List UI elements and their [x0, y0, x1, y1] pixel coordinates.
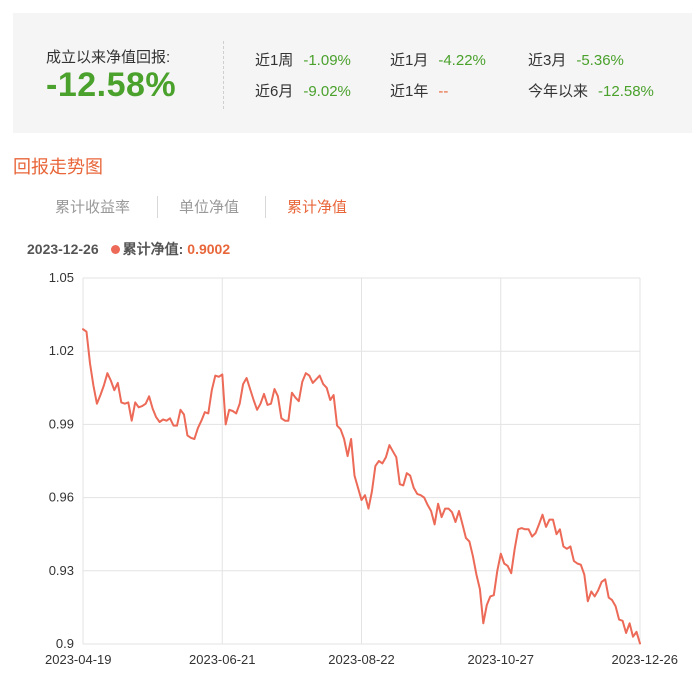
period-label: 近3月 [528, 52, 567, 69]
chart-readout: 2023-12-26 累计净值: 0.9002 [27, 239, 230, 259]
tab-unit-nav[interactable]: 单位净值 [179, 199, 240, 216]
period-label: 近1周 [255, 52, 294, 69]
period-value: -- [438, 83, 449, 100]
period-value: -4.22% [438, 52, 486, 69]
period-1m: 近1月 -4.22% [390, 49, 486, 70]
period-1y: 近1年 -- [390, 80, 448, 101]
y-tick-label: 1.05 [49, 270, 74, 285]
section-title: 回报走势图 [13, 157, 103, 177]
period-1w: 近1周 -1.09% [255, 49, 351, 70]
period-value: -12.58% [598, 83, 654, 100]
tab-separator [265, 196, 266, 218]
y-tick-label: 0.93 [49, 563, 74, 578]
readout-label: 累计净值: [122, 241, 184, 257]
y-tick-label: 0.99 [49, 416, 74, 431]
x-tick-label: 2023-04-19 [45, 652, 112, 667]
series-dot-icon [110, 245, 120, 255]
total-return-value: -12.58% [46, 66, 177, 104]
tab-cumulative-return[interactable]: 累计收益率 [55, 199, 131, 216]
return-summary-panel: 成立以来净值回报: -12.58% 近1周 -1.09% 近1月 -4.22% 近3… [13, 13, 692, 133]
x-tick-label: 2023-10-27 [468, 652, 535, 667]
period-label: 近1月 [390, 52, 429, 69]
nav-series-line [82, 328, 641, 645]
period-label: 近1年 [390, 83, 429, 100]
period-value: -9.02% [303, 83, 351, 100]
y-tick-label: 1.02 [49, 343, 74, 358]
x-tick-label: 2023-08-22 [328, 652, 395, 667]
x-tick-label: 2023-06-21 [189, 652, 256, 667]
period-value: -1.09% [303, 52, 351, 69]
readout-date: 2023-12-26 [27, 241, 99, 257]
readout-value: 0.9002 [187, 241, 231, 257]
y-tick-label: 0.9 [56, 636, 74, 651]
period-label: 近6月 [255, 83, 294, 100]
tab-separator [157, 196, 158, 218]
total-return-label: 成立以来净值回报: [46, 49, 171, 66]
period-ytd: 今年以来 -12.58% [528, 80, 654, 101]
x-tick-label: 2023-12-26 [612, 652, 679, 667]
tab-cumulative-nav[interactable]: 累计净值 [287, 199, 348, 216]
period-6m: 近6月 -9.02% [255, 80, 351, 101]
summary-divider [223, 41, 224, 109]
period-3m: 近3月 -5.36% [528, 49, 624, 70]
y-tick-label: 0.96 [49, 490, 74, 505]
period-value: -5.36% [576, 52, 624, 69]
period-label: 今年以来 [528, 83, 589, 100]
